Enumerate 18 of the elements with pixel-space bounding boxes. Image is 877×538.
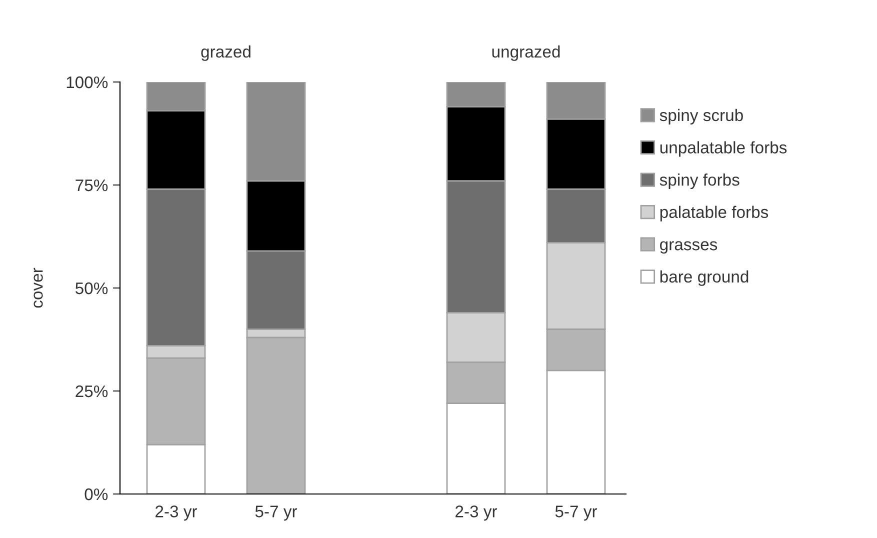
x-tick-label: 2-3 yr [456, 506, 498, 521]
y-tick-label: 100% [66, 76, 108, 88]
y-axis-title: cover [34, 268, 43, 308]
x-tick-label: 5-7 yr [255, 506, 298, 521]
x-tick-label: 5-7 yr [555, 506, 598, 521]
legend-label: palatable forbs [660, 206, 768, 222]
legend-label: spiny forbs [660, 173, 740, 190]
y-tick-label: 0% [84, 488, 108, 500]
legend-label: grasses [660, 241, 718, 254]
y-tick-label: 50% [76, 282, 108, 294]
text: ungrazed [492, 45, 560, 61]
text: grazed [201, 45, 250, 61]
legend-label: bare ground [660, 270, 748, 286]
x-tick-label: 2-3 yr [156, 506, 198, 521]
legend-label: unpalatable forbs [660, 141, 787, 157]
y-tick-label: 25% [76, 385, 108, 398]
legend-label: spiny scrub [660, 108, 743, 124]
y-tick-label: 75% [76, 179, 108, 192]
